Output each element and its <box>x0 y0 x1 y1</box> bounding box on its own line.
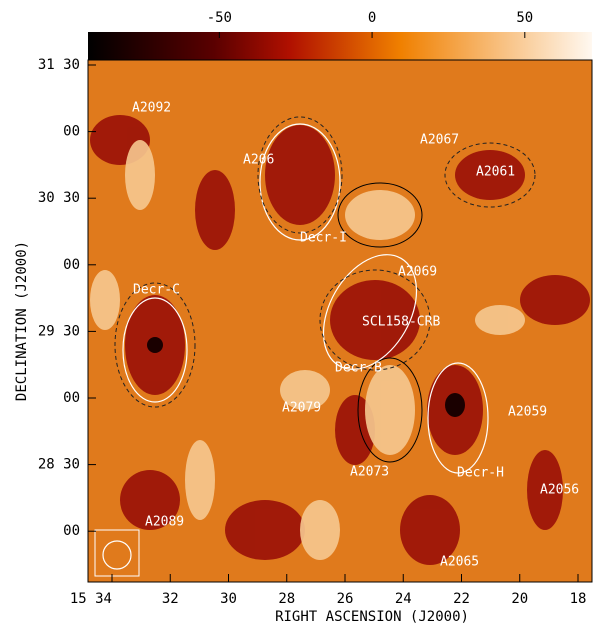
annotation: Decr-B <box>335 361 382 376</box>
annotation: A2069 <box>398 265 437 280</box>
annotation: A2079 <box>282 401 321 416</box>
y-tick-label: 31 30 <box>38 57 80 73</box>
annotation: Decr-H <box>457 466 504 481</box>
annotation: A2073 <box>350 465 389 480</box>
map-frame <box>87 59 593 583</box>
colorbar-tick-label: 0 <box>368 10 376 26</box>
y-tick-label: 00 <box>63 257 80 273</box>
x-tick-label: 24 <box>395 591 412 607</box>
annotation: A2092 <box>132 101 171 116</box>
y-tick-label: 00 <box>63 124 80 140</box>
x-tick-label: 26 <box>337 591 354 607</box>
annotation: A2059 <box>508 405 547 420</box>
x-tick-label: 32 <box>162 591 179 607</box>
x-tick-label: 30 <box>220 591 237 607</box>
x-tick-label: 22 <box>453 591 470 607</box>
x-tick-label: 20 <box>511 591 528 607</box>
map <box>88 60 592 582</box>
y-tick-label: 30 30 <box>38 190 80 206</box>
annotation: A2061 <box>476 165 515 180</box>
annotation: SCL158-CRB <box>362 315 440 330</box>
y-tick-label: 28 30 <box>38 457 80 473</box>
colorbar-tick-label: -50 <box>207 10 232 26</box>
y-tick-label: 29 30 <box>38 323 80 339</box>
annotation: A206 <box>243 153 274 168</box>
y-tick-label: 00 <box>63 523 80 539</box>
x-tick-label: 15 34 <box>70 591 112 607</box>
annotation: A2065 <box>440 555 479 570</box>
colorbar-tick-label: 50 <box>516 10 533 26</box>
x-tick-label: 28 <box>278 591 295 607</box>
annotation: Decr-I <box>300 231 347 246</box>
annotation: A2089 <box>145 515 184 530</box>
annotation: A2067 <box>420 133 459 148</box>
y-tick-label: 00 <box>63 390 80 406</box>
colorbar <box>88 32 592 60</box>
y-axis-label: DECLINATION (J2000) <box>14 241 30 401</box>
x-axis-label: RIGHT ASCENSION (J2000) <box>275 609 469 625</box>
x-tick-label: 18 <box>570 591 587 607</box>
annotation: A2056 <box>540 483 579 498</box>
annotation: Decr-C <box>133 283 180 298</box>
